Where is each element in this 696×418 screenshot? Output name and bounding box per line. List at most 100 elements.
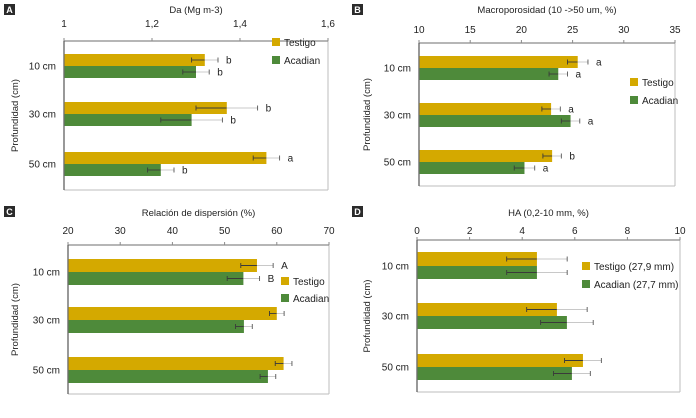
x-tick-label: 40 xyxy=(167,226,179,237)
x-tick-label: 0 xyxy=(414,226,420,237)
x-tick-label: 4 xyxy=(519,226,525,237)
significance-letter: b xyxy=(217,68,223,79)
legend-label: Testigo xyxy=(293,277,325,288)
bar-testigo xyxy=(64,54,205,66)
legend-label: Testigo xyxy=(642,78,674,89)
x-tick-label: 1,2 xyxy=(145,19,159,30)
x-tick-label: 30 xyxy=(115,226,127,237)
bar-acadian xyxy=(417,266,537,279)
bar-testigo xyxy=(64,102,227,114)
legend-item-acadian: Acadian xyxy=(630,96,678,107)
x-tick-label: 10 xyxy=(674,226,686,237)
x-tick-label: 1,6 xyxy=(321,19,335,30)
legend-item-testigo: Testigo xyxy=(272,38,316,49)
x-tick-label: 10 xyxy=(413,25,425,36)
bar-testigo xyxy=(419,56,578,68)
legend-swatch xyxy=(582,280,590,288)
bar-testigo xyxy=(419,103,552,115)
significance-letter: a xyxy=(575,70,581,81)
axis-title: HA (0,2-10 mm, %) xyxy=(508,208,589,219)
panel-c: C Relación de dispersión (%) 20 30 40 50 60 70 P… xyxy=(4,206,335,395)
panel-letter: B xyxy=(354,5,361,15)
bar-acadian xyxy=(68,272,244,285)
axis-title: Relación de dispersión (%) xyxy=(142,208,256,219)
x-tick-label: 30 xyxy=(618,25,630,36)
significance-letter: a xyxy=(543,164,549,175)
y-tick-label: 30 cm xyxy=(33,316,60,327)
y-tick-label: 10 cm xyxy=(29,62,56,73)
legend-item-testigo: Testigo xyxy=(630,78,674,89)
y-axis-label: Profundidad (cm) xyxy=(362,280,373,353)
legend-item-acadian: Acadian xyxy=(281,294,329,305)
significance-letter: A xyxy=(281,261,288,272)
panel-badge xyxy=(352,206,363,217)
x-tick-label: 1,4 xyxy=(233,19,247,30)
x-tick-label: 8 xyxy=(625,226,631,237)
bar-acadian xyxy=(64,114,192,126)
bar-testigo xyxy=(68,307,277,320)
legend-swatch xyxy=(272,56,280,64)
legend-swatch xyxy=(630,78,638,86)
y-tick-label: 10 cm xyxy=(33,268,60,279)
bar-acadian xyxy=(419,162,525,174)
x-tick-label: 2 xyxy=(467,226,473,237)
legend-label: Acadian xyxy=(284,56,320,67)
legend-item-testigo: Testigo (27,9 mm) xyxy=(582,262,674,273)
panel-badge xyxy=(4,4,15,15)
axis-title: Da (Mg m-3) xyxy=(169,5,222,16)
y-tick-label: 30 cm xyxy=(384,111,411,122)
bar-testigo xyxy=(68,357,284,370)
legend-item-acadian: Acadian (27,7 mm) xyxy=(582,280,678,291)
legend-swatch xyxy=(272,38,280,46)
x-tick-label: 20 xyxy=(516,25,528,36)
significance-letter: b xyxy=(230,116,236,127)
significance-letter: b xyxy=(569,152,575,163)
significance-letter: b xyxy=(266,104,272,115)
x-tick-label: 25 xyxy=(567,25,579,36)
bar-acadian xyxy=(419,68,559,80)
x-tick-label: 1 xyxy=(61,19,67,30)
legend-swatch xyxy=(630,96,638,104)
legend-item-acadian: Acadian xyxy=(272,56,320,67)
x-tick-label: 6 xyxy=(572,226,578,237)
significance-letter: a xyxy=(596,58,602,69)
x-tick-label: 60 xyxy=(271,226,283,237)
x-tick-label: 50 xyxy=(219,226,231,237)
x-tick-label: 70 xyxy=(323,226,335,237)
panel-letter: C xyxy=(6,207,13,217)
legend-label: Testigo xyxy=(284,38,316,49)
panel-letter: D xyxy=(354,207,361,217)
panel-d: D HA (0,2-10 mm, %) 0 2 4 6 8 10 Profundidad (cm… xyxy=(352,206,686,393)
panel-letter: A xyxy=(6,5,13,15)
bar-testigo xyxy=(68,259,257,272)
y-tick-label: 50 cm xyxy=(33,366,60,377)
x-tick-label: 35 xyxy=(669,25,681,36)
significance-letter: b xyxy=(182,166,188,177)
y-tick-label: 30 cm xyxy=(382,312,409,323)
panel-badge xyxy=(4,206,15,217)
bar-testigo xyxy=(64,152,267,164)
panel-b: B Macroporosidad (10 ->50 um, %) 10 15 20 25 3… xyxy=(352,4,681,187)
significance-letter: b xyxy=(226,56,232,67)
legend-swatch xyxy=(281,277,289,285)
bar-testigo xyxy=(417,354,583,367)
y-axis-label: Profundidad (cm) xyxy=(362,78,373,151)
y-tick-label: 50 cm xyxy=(29,160,56,171)
significance-letter: a xyxy=(588,117,594,128)
panel-badge xyxy=(352,4,363,15)
x-tick-label: 15 xyxy=(465,25,477,36)
bar-acadian xyxy=(417,367,572,380)
bar-testigo xyxy=(419,150,553,162)
bar-acadian xyxy=(417,316,567,329)
legend-swatch xyxy=(582,262,590,270)
legend-item-testigo: Testigo xyxy=(281,277,325,288)
legend-label: Acadian (27,7 mm) xyxy=(594,280,678,291)
bar-testigo xyxy=(417,252,537,266)
y-tick-label: 10 cm xyxy=(382,262,409,273)
significance-letter: B xyxy=(268,274,275,285)
bar-acadian xyxy=(64,66,196,78)
bar-acadian xyxy=(64,164,161,176)
legend-swatch xyxy=(281,294,289,302)
y-tick-label: 10 cm xyxy=(384,64,411,75)
